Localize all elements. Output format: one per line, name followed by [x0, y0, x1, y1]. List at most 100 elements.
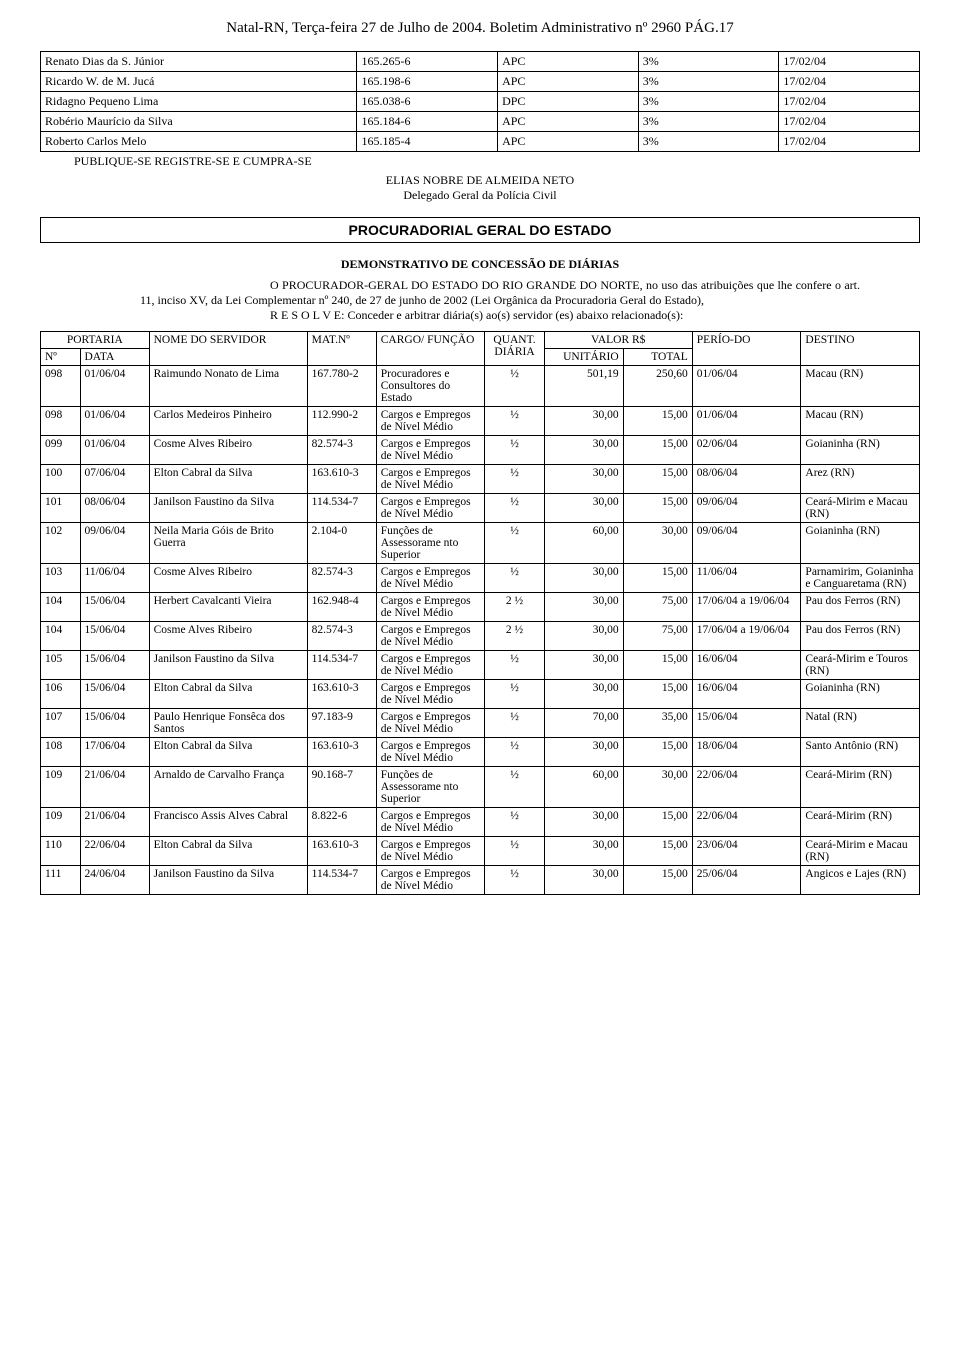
- cell-nome: Janilson Faustino da Silva: [149, 866, 307, 895]
- cell-periodo: 02/06/04: [692, 436, 801, 465]
- hdr-cargo: CARGO/ FUNÇÃO: [376, 332, 485, 366]
- cell-periodo: 16/06/04: [692, 651, 801, 680]
- table-row: 10715/06/04Paulo Henrique Fonsêca dos Sa…: [41, 709, 920, 738]
- table-row: 10615/06/04Elton Cabral da Silva163.610-…: [41, 680, 920, 709]
- cell-periodo: 01/06/04: [692, 407, 801, 436]
- cell-cargo: Procuradores e Consultores do Estado: [376, 366, 485, 407]
- cell-data: 22/06/04: [80, 837, 149, 866]
- body-text: O PROCURADOR-GERAL DO ESTADO DO RIO GRAN…: [140, 278, 860, 323]
- cell-no: 108: [41, 738, 81, 767]
- cell-destino: Goianinha (RN): [801, 680, 920, 709]
- table-row: 10209/06/04Neila Maria Góis de Brito Gue…: [41, 523, 920, 564]
- cell-cargo: APC: [498, 52, 639, 72]
- cell-mat: 162.948-4: [307, 593, 376, 622]
- cell-total: 15,00: [623, 564, 692, 593]
- cell-mat: 114.534-7: [307, 651, 376, 680]
- cell-cargo: Cargos e Empregos de Nível Médio: [376, 651, 485, 680]
- cell-unit: 70,00: [544, 709, 623, 738]
- cell-destino: Ceará-Mirim e Macau (RN): [801, 837, 920, 866]
- cell-nome: Herbert Cavalcanti Vieira: [149, 593, 307, 622]
- table-row: 10921/06/04Francisco Assis Alves Cabral8…: [41, 808, 920, 837]
- cell-periodo: 08/06/04: [692, 465, 801, 494]
- cell-quant: ½: [485, 564, 544, 593]
- hdr-periodo: PERÍO-DO: [692, 332, 801, 366]
- table-row: 09801/06/04Carlos Medeiros Pinheiro112.9…: [41, 407, 920, 436]
- cell-name: Robério Maurício da Silva: [41, 112, 357, 132]
- cell-unit: 30,00: [544, 494, 623, 523]
- signer-name: ELIAS NOBRE DE ALMEIDA NETO: [40, 173, 920, 188]
- cell-total: 15,00: [623, 680, 692, 709]
- hdr-unit: UNITÁRIO: [544, 349, 623, 366]
- cell-data: 07/06/04: [80, 465, 149, 494]
- cell-nome: Arnaldo de Carvalho França: [149, 767, 307, 808]
- cell-cargo: Cargos e Empregos de Nível Médio: [376, 622, 485, 651]
- signature-block: ELIAS NOBRE DE ALMEIDA NETO Delegado Ger…: [40, 173, 920, 203]
- cell-name: Renato Dias da S. Júnior: [41, 52, 357, 72]
- cell-total: 30,00: [623, 523, 692, 564]
- cell-mat: 167.780-2: [307, 366, 376, 407]
- cell-total: 15,00: [623, 808, 692, 837]
- table-row: 10921/06/04Arnaldo de Carvalho França90.…: [41, 767, 920, 808]
- cell-destino: Natal (RN): [801, 709, 920, 738]
- hdr-portaria: PORTARIA: [41, 332, 150, 349]
- cell-destino: Parnamirim, Goianinha e Canguaretama (RN…: [801, 564, 920, 593]
- cell-quant: ½: [485, 436, 544, 465]
- hdr-destino: DESTINO: [801, 332, 920, 366]
- cell-no: 109: [41, 767, 81, 808]
- cell-total: 250,60: [623, 366, 692, 407]
- cell-total: 15,00: [623, 651, 692, 680]
- cell-destino: Santo Antônio (RN): [801, 738, 920, 767]
- cell-quant: ½: [485, 366, 544, 407]
- cell-total: 15,00: [623, 837, 692, 866]
- cell-periodo: 22/06/04: [692, 808, 801, 837]
- cell-cargo: APC: [498, 72, 639, 92]
- cell-cargo: APC: [498, 112, 639, 132]
- cell-unit: 501,19: [544, 366, 623, 407]
- cell-cargo: Cargos e Empregos de Nível Médio: [376, 680, 485, 709]
- diarias-table: PORTARIA NOME DO SERVIDOR MAT.Nº CARGO/ …: [40, 331, 920, 895]
- cell-data: 21/06/04: [80, 808, 149, 837]
- cell-date: 17/02/04: [779, 92, 920, 112]
- cell-cargo: Cargos e Empregos de Nível Médio: [376, 593, 485, 622]
- cell-nome: Raimundo Nonato de Lima: [149, 366, 307, 407]
- cell-quant: ½: [485, 494, 544, 523]
- table-row: 10311/06/04Cosme Alves Ribeiro82.574-3Ca…: [41, 564, 920, 593]
- table-row: 09901/06/04Cosme Alves Ribeiro82.574-3Ca…: [41, 436, 920, 465]
- table-row: 11022/06/04Elton Cabral da Silva163.610-…: [41, 837, 920, 866]
- table-row: 10415/06/04Herbert Cavalcanti Vieira162.…: [41, 593, 920, 622]
- cell-no: 098: [41, 366, 81, 407]
- cell-total: 75,00: [623, 622, 692, 651]
- cell-nome: Neila Maria Góis de Brito Guerra: [149, 523, 307, 564]
- cell-nome: Elton Cabral da Silva: [149, 738, 307, 767]
- cell-name: Roberto Carlos Melo: [41, 132, 357, 152]
- hdr-total: TOTAL: [623, 349, 692, 366]
- cell-total: 15,00: [623, 494, 692, 523]
- cell-no: 107: [41, 709, 81, 738]
- cell-pct: 3%: [638, 112, 779, 132]
- cell-no: 109: [41, 808, 81, 837]
- hdr-mat: MAT.Nº: [307, 332, 376, 366]
- cell-nome: Cosme Alves Ribeiro: [149, 622, 307, 651]
- cell-data: 15/06/04: [80, 680, 149, 709]
- hdr-valor: VALOR R$: [544, 332, 692, 349]
- cell-periodo: 09/06/04: [692, 523, 801, 564]
- cell-quant: ½: [485, 837, 544, 866]
- cell-destino: Ceará-Mirim e Macau (RN): [801, 494, 920, 523]
- cell-total: 15,00: [623, 465, 692, 494]
- cell-nome: Cosme Alves Ribeiro: [149, 436, 307, 465]
- cell-total: 30,00: [623, 767, 692, 808]
- cell-pct: 3%: [638, 52, 779, 72]
- cell-data: 08/06/04: [80, 494, 149, 523]
- cell-cargo: APC: [498, 132, 639, 152]
- cell-cargo: Cargos e Empregos de Nível Médio: [376, 837, 485, 866]
- cell-data: 17/06/04: [80, 738, 149, 767]
- cell-cargo: Cargos e Empregos de Nível Médio: [376, 494, 485, 523]
- cell-cargo: DPC: [498, 92, 639, 112]
- cell-unit: 30,00: [544, 738, 623, 767]
- cell-mat: 114.534-7: [307, 866, 376, 895]
- cell-mat: 112.990-2: [307, 407, 376, 436]
- cell-mat: 82.574-3: [307, 622, 376, 651]
- cell-unit: 30,00: [544, 436, 623, 465]
- cell-destino: Angicos e Lajes (RN): [801, 866, 920, 895]
- cell-mat: 165.038-6: [357, 92, 498, 112]
